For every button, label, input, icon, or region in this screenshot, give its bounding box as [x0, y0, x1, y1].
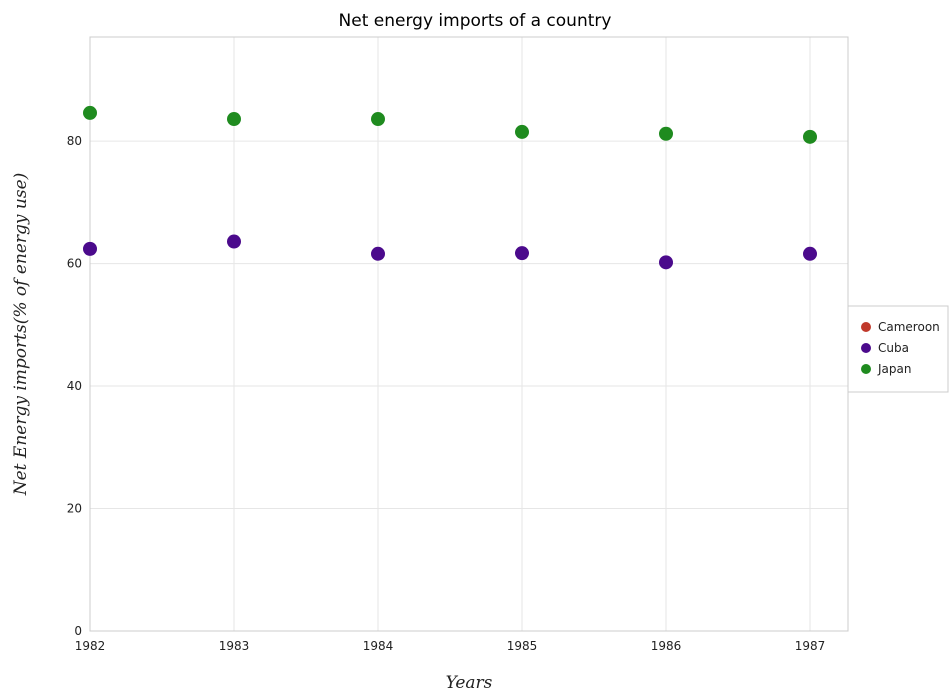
y-tick-label: 60	[67, 257, 82, 271]
y-tick-label: 20	[67, 502, 82, 516]
data-point-cuba	[227, 234, 241, 249]
x-tick-label: 1984	[363, 639, 394, 653]
x-axis-ticks: 1982 1983 1984 1985 1986 1987	[75, 639, 826, 653]
legend-marker-japan	[861, 364, 871, 374]
x-tick-label: 1983	[219, 639, 250, 653]
x-axis-title: Years	[446, 673, 493, 693]
y-axis-title: Net Energy imports(% of energy use)	[11, 173, 31, 497]
data-point-japan	[515, 124, 529, 139]
legend-label: Japan	[877, 362, 911, 376]
legend: Cameroon Cuba Japan	[847, 305, 949, 393]
data-point-japan	[83, 105, 97, 120]
legend-label: Cuba	[878, 341, 909, 355]
data-point-cuba	[515, 246, 529, 261]
data-point-cuba	[371, 246, 385, 261]
y-axis-ticks: 0 20 40 60 80	[67, 134, 82, 638]
legend-label: Cameroon	[878, 320, 940, 334]
data-points	[83, 105, 817, 270]
chart-title: Net energy imports of a country	[339, 11, 612, 31]
grid	[89, 37, 848, 632]
x-tick-label: 1987	[795, 639, 826, 653]
x-tick-label: 1982	[75, 639, 106, 653]
data-point-cuba	[83, 241, 97, 256]
data-point-japan	[659, 126, 673, 141]
data-point-japan	[371, 112, 385, 127]
x-tick-label: 1986	[651, 639, 682, 653]
legend-marker-cameroon	[861, 322, 871, 332]
plot-frame	[89, 36, 849, 632]
legend-marker-cuba	[861, 343, 871, 353]
data-point-cuba	[803, 246, 817, 261]
y-tick-label: 0	[74, 624, 82, 638]
data-point-japan	[227, 112, 241, 127]
data-point-cuba	[659, 255, 673, 270]
data-point-japan	[803, 129, 817, 144]
x-tick-label: 1985	[507, 639, 538, 653]
y-tick-label: 40	[67, 379, 82, 393]
y-tick-label: 80	[67, 134, 82, 148]
